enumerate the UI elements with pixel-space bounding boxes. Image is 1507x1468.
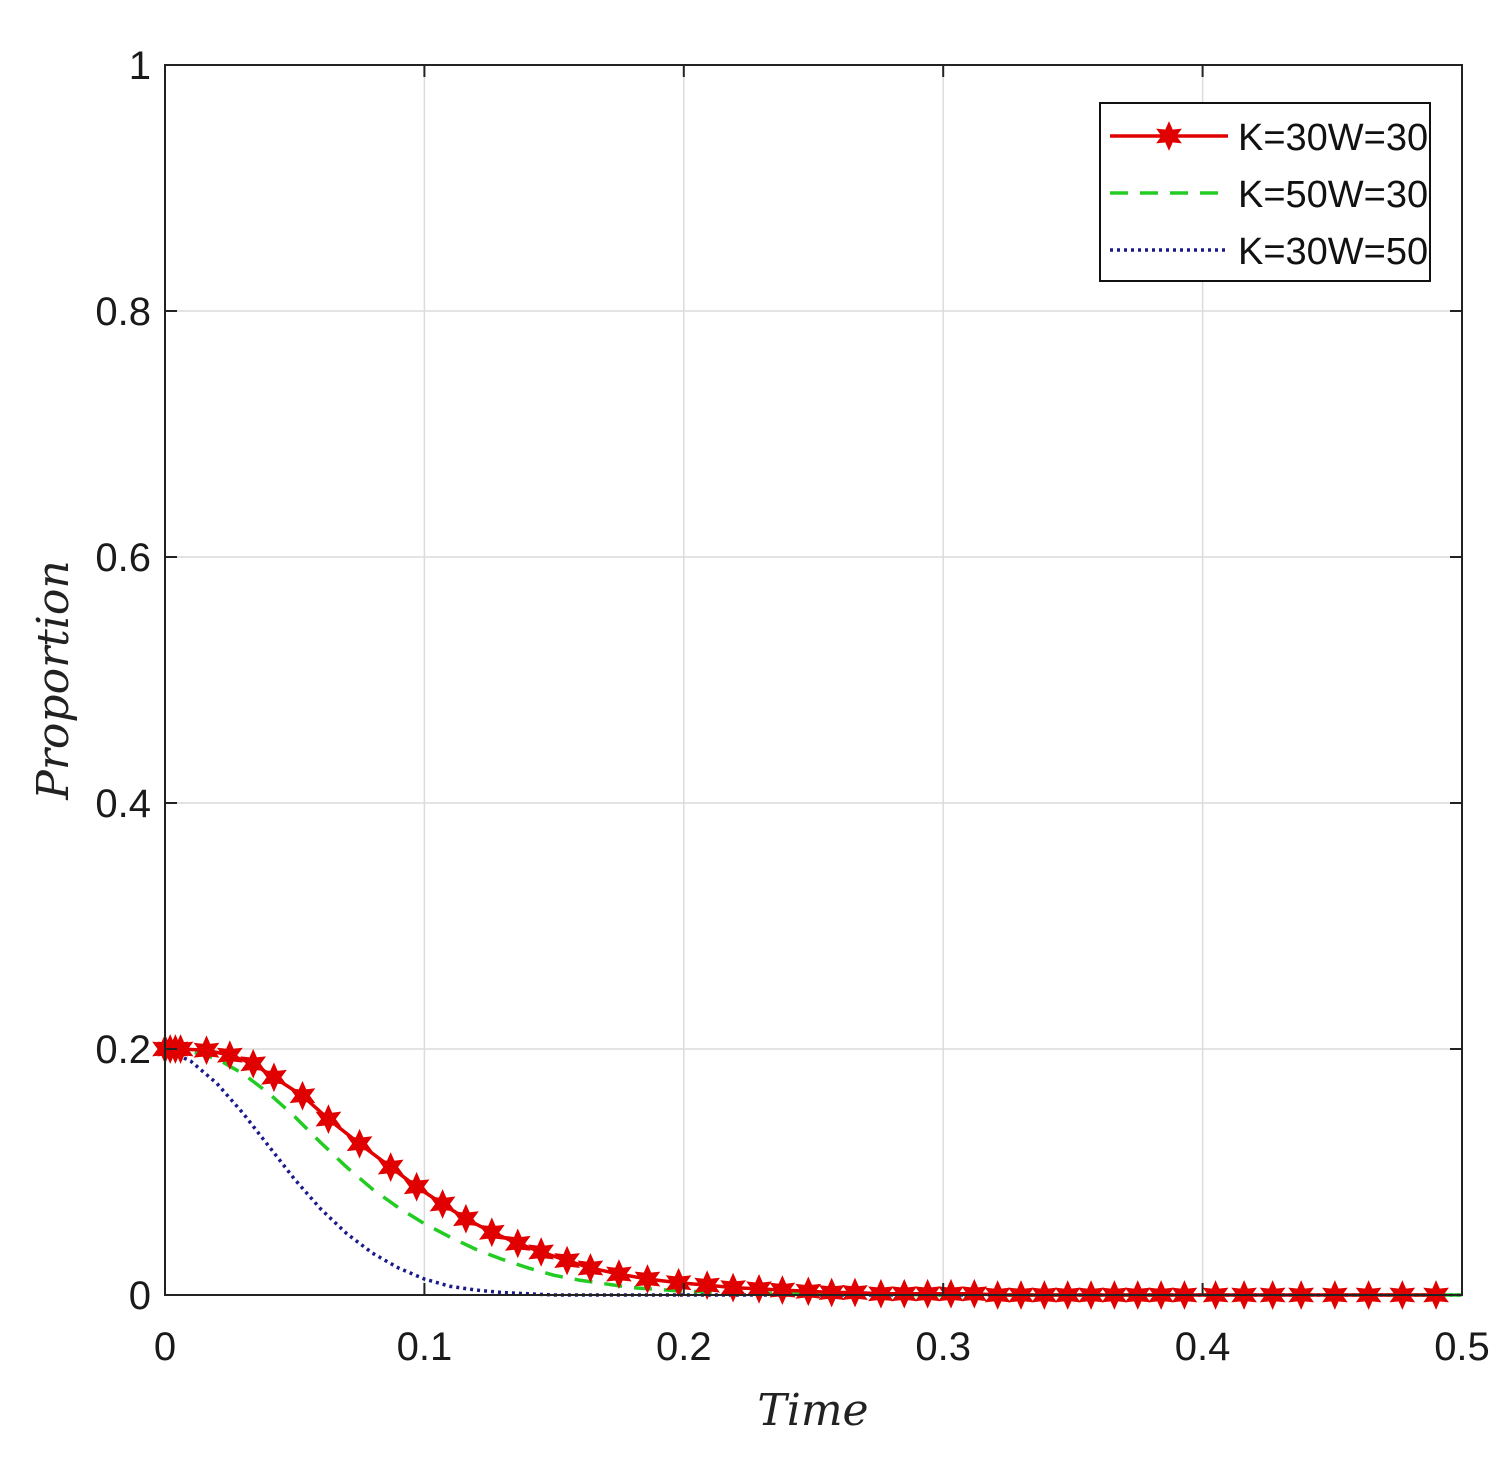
data-point-marker	[720, 1272, 746, 1303]
data-point-marker	[769, 1275, 796, 1305]
x-tick-label: 0.2	[656, 1325, 712, 1369]
y-tick-label: 0.6	[95, 536, 151, 580]
data-point-marker	[240, 1048, 267, 1079]
data-point-marker	[216, 1040, 243, 1071]
data-point-marker	[193, 1035, 220, 1066]
data-point-marker	[554, 1245, 580, 1276]
legend-label: K=50W=30	[1238, 174, 1428, 216]
axis-ticks: 0 0.1 0.2 0.3 0.4 0.5 0 0.2 0.4 0.6 0.8 1	[95, 44, 1489, 1369]
data-point-marker	[746, 1273, 772, 1304]
series-line	[164, 1047, 1462, 1297]
series-k-50w-30	[164, 1047, 1462, 1297]
data-point-marker	[634, 1264, 661, 1294]
series-line	[164, 1047, 1462, 1297]
y-tick-label: 0.2	[95, 1028, 151, 1072]
plot-frame	[164, 64, 1463, 1296]
y-tick-label: 0	[129, 1274, 151, 1318]
data-point-marker	[842, 1277, 868, 1308]
data-point-marker	[453, 1203, 479, 1234]
data-point-marker	[961, 1278, 988, 1309]
data-point-marker	[504, 1228, 531, 1259]
data-point-marker	[346, 1128, 373, 1159]
data-point-marker	[429, 1189, 456, 1219]
data-point-marker	[694, 1270, 721, 1301]
x-axis-title: Time	[757, 1385, 868, 1436]
data-point-marker	[377, 1152, 404, 1182]
data-point-marker	[315, 1104, 342, 1134]
legend: K=30W=30 K=50W=30 K=30W=50	[1099, 102, 1431, 282]
x-tick-label: 0.3	[915, 1325, 971, 1369]
y-tick-label: 1	[129, 44, 151, 88]
data-point-marker	[795, 1276, 822, 1307]
grid	[165, 65, 1462, 1295]
y-tick-label: 0.8	[95, 290, 151, 334]
x-tick-label: 0.5	[1434, 1325, 1490, 1369]
legend-label: K=30W=30	[1238, 117, 1428, 159]
data-point-marker	[403, 1171, 430, 1202]
data-point-marker	[289, 1080, 316, 1111]
data-point-marker	[577, 1253, 604, 1283]
data-point-marker	[167, 1034, 194, 1064]
y-tick-label: 0.4	[95, 782, 151, 826]
x-tick-label: 0.4	[1175, 1325, 1231, 1369]
y-axis-title: Proportion	[28, 560, 79, 800]
x-tick-label: 0.1	[397, 1325, 453, 1369]
legend-marker-sample	[1156, 121, 1182, 151]
data-point-marker	[261, 1062, 287, 1093]
data-point-marker	[606, 1259, 632, 1289]
legend-label: K=30W=50	[1238, 231, 1428, 273]
data-point-marker	[528, 1237, 555, 1267]
x-tick-label: 0	[154, 1325, 176, 1369]
data-point-marker	[478, 1217, 505, 1248]
series-k-30w-50	[164, 1047, 1462, 1297]
